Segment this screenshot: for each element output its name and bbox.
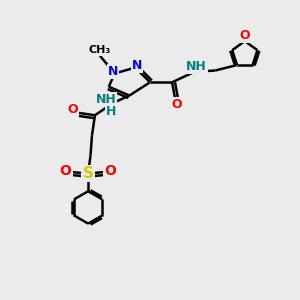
- Text: S: S: [83, 166, 94, 181]
- Text: CH₃: CH₃: [89, 45, 111, 55]
- Text: NH: NH: [95, 93, 116, 106]
- Text: N: N: [132, 59, 142, 72]
- Text: O: O: [60, 164, 71, 178]
- Text: O: O: [171, 98, 182, 111]
- Text: H: H: [106, 105, 116, 118]
- Text: O: O: [239, 29, 250, 42]
- Text: O: O: [104, 164, 116, 178]
- Text: O: O: [67, 103, 78, 116]
- Text: NH: NH: [186, 61, 207, 74]
- Text: N: N: [108, 64, 119, 78]
